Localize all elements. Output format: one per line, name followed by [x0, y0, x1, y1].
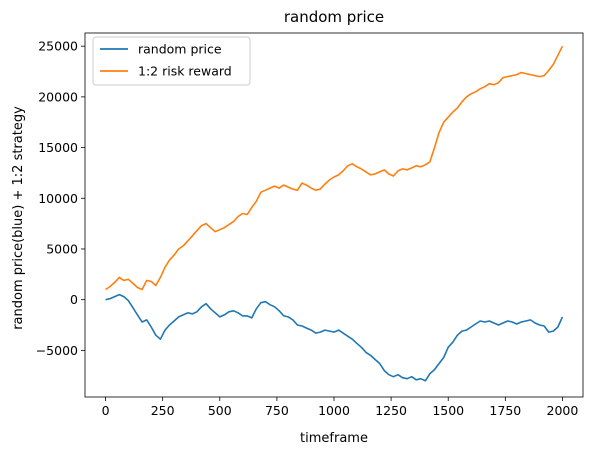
y-axis-label: random price(blue) + 1:2 strategy	[11, 106, 26, 330]
y-tick-label: −5000	[36, 343, 78, 358]
x-tick-label: 0	[102, 403, 110, 418]
x-axis-label: timeframe	[300, 431, 368, 446]
x-tick-label: 1750	[489, 403, 521, 418]
legend-label-1: random price	[138, 42, 222, 57]
series-line-2	[105, 45, 564, 291]
y-tick-label: 0	[70, 292, 78, 307]
x-tick-label: 1500	[432, 403, 464, 418]
y-tick-label: 20000	[38, 89, 78, 104]
x-tick-label: 250	[151, 403, 175, 418]
plot-area: 0 250 500 750 1000 1250 1500 1750 2000 −5000 0 5000…	[36, 32, 584, 418]
y-tick-label: 5000	[46, 241, 78, 256]
x-tick-label: 500	[208, 403, 232, 418]
x-tick-label: 2000	[547, 403, 579, 418]
legend-label-2: 1:2 risk reward	[138, 64, 232, 79]
x-tick-label: 1000	[318, 403, 350, 418]
y-tick-label: 10000	[38, 191, 78, 206]
x-tick-label: 1250	[375, 403, 407, 418]
plot-frame	[84, 32, 584, 398]
x-tick-label: 750	[265, 403, 289, 418]
y-tick-label: 25000	[38, 39, 78, 54]
legend: random price 1:2 risk reward	[92, 36, 251, 86]
legend-box	[92, 36, 251, 86]
series-line-1	[105, 293, 564, 382]
chart-title: random price	[284, 8, 384, 26]
y-tick-label: 15000	[38, 140, 78, 155]
